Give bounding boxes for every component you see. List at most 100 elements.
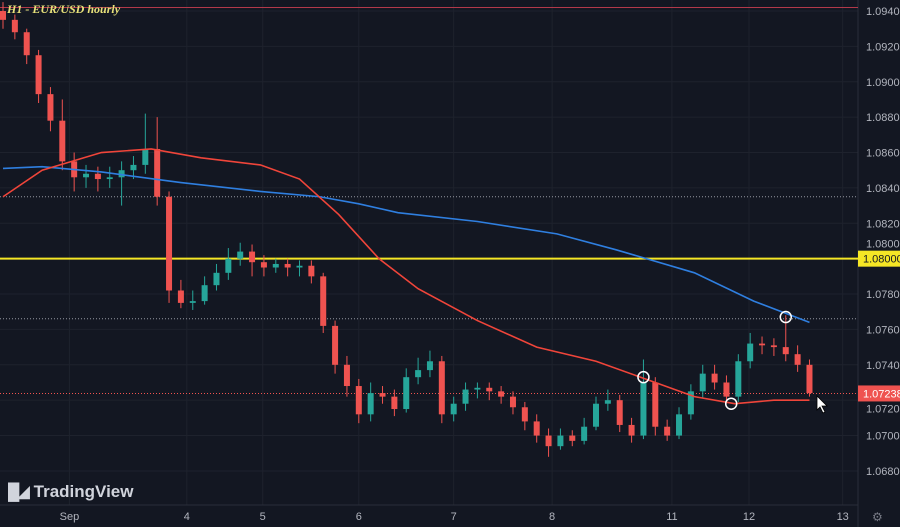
candle [154, 117, 161, 206]
candle [379, 386, 386, 404]
candle-body [604, 400, 611, 404]
candle-body [509, 396, 516, 408]
candle [616, 394, 623, 433]
candle [0, 2, 6, 29]
candle [699, 364, 706, 399]
tradingview-logo-icon: █◢ [8, 484, 30, 501]
price-tick-label: 1.08600 [866, 148, 900, 160]
candle [711, 364, 718, 390]
level-price-label: 1.08000 [863, 254, 900, 266]
candle [664, 419, 671, 441]
time-tick-label: 11 [666, 511, 677, 523]
candle [332, 320, 339, 374]
price-tick-label: 1.08400 [866, 183, 900, 195]
candle [11, 14, 18, 40]
arrow-cursor-icon [816, 395, 828, 414]
price-tick-label: 1.09200 [866, 41, 900, 53]
candle-body [379, 393, 386, 397]
candle-body [415, 370, 422, 378]
candle-body [403, 377, 410, 410]
candle-body [759, 343, 766, 346]
candle [462, 382, 469, 411]
candle [687, 384, 694, 420]
candle-body [343, 364, 350, 387]
candle-body [35, 55, 42, 95]
level-price-badge [858, 250, 900, 267]
candle [355, 378, 362, 424]
candle-body [687, 391, 694, 415]
candle [486, 382, 493, 401]
marker-circle [724, 397, 738, 410]
candle [213, 263, 220, 291]
price-tick-label: 1.07000 [866, 431, 900, 443]
candle [557, 428, 564, 450]
candle [284, 258, 291, 277]
candle-body [237, 251, 244, 259]
candle-body [332, 325, 339, 365]
candle-body [308, 265, 315, 277]
moving-average-slow-line [2, 165, 810, 324]
price-tick-label: 1.08800 [866, 112, 900, 124]
gear-icon[interactable]: ⚙ [872, 510, 883, 524]
time-tick-label: 6 [356, 511, 362, 523]
candle [260, 255, 267, 277]
candle-body [94, 173, 101, 180]
candle [438, 355, 445, 424]
brand-name: TradingView [33, 482, 134, 501]
candle [533, 414, 540, 443]
candle-body [628, 424, 635, 436]
tradingview-logo[interactable]: █◢ TradingView [8, 482, 133, 502]
time-tick-label: 12 [743, 511, 755, 523]
candle-body [272, 263, 279, 268]
candle [628, 417, 635, 443]
candle-body [450, 403, 457, 415]
candle [130, 156, 137, 180]
marker-circle [779, 310, 793, 324]
candle [403, 368, 410, 413]
candle-body [581, 426, 588, 441]
candle [35, 49, 42, 103]
price-tick-label: 1.07400 [866, 360, 900, 372]
candle [676, 407, 683, 440]
candle [747, 332, 754, 369]
candle-body [640, 382, 647, 436]
candle [521, 401, 528, 431]
candle [249, 244, 256, 277]
candle [415, 357, 422, 385]
candle-body [486, 387, 493, 392]
candle-body [47, 94, 54, 121]
candle-body [118, 170, 125, 178]
candle [806, 359, 813, 397]
candle [237, 242, 244, 266]
candle-body [189, 301, 196, 303]
candle [593, 396, 599, 431]
candle-body [545, 435, 552, 447]
moving-average-fast-line [2, 148, 810, 405]
candle [652, 377, 659, 436]
candle [509, 391, 516, 415]
candle-body [676, 414, 683, 436]
candle [106, 166, 113, 188]
candle-body [462, 389, 469, 404]
candle [142, 113, 149, 174]
candle-body [106, 177, 113, 180]
candle-body [296, 265, 303, 268]
candle-body [735, 361, 742, 397]
candle [640, 359, 647, 440]
candle-body [569, 435, 576, 441]
candle [498, 386, 505, 404]
candle [367, 382, 374, 422]
candle-body [770, 345, 777, 348]
marker-circle [637, 370, 650, 384]
candle-body [83, 173, 90, 178]
candle-body [652, 382, 659, 427]
candle [308, 260, 315, 284]
candle [272, 258, 279, 273]
candle [23, 28, 30, 65]
candle-body [391, 396, 398, 410]
price-tick-label: 1.09400 [866, 6, 900, 18]
candle-body [59, 120, 66, 162]
candle-body [225, 258, 232, 273]
